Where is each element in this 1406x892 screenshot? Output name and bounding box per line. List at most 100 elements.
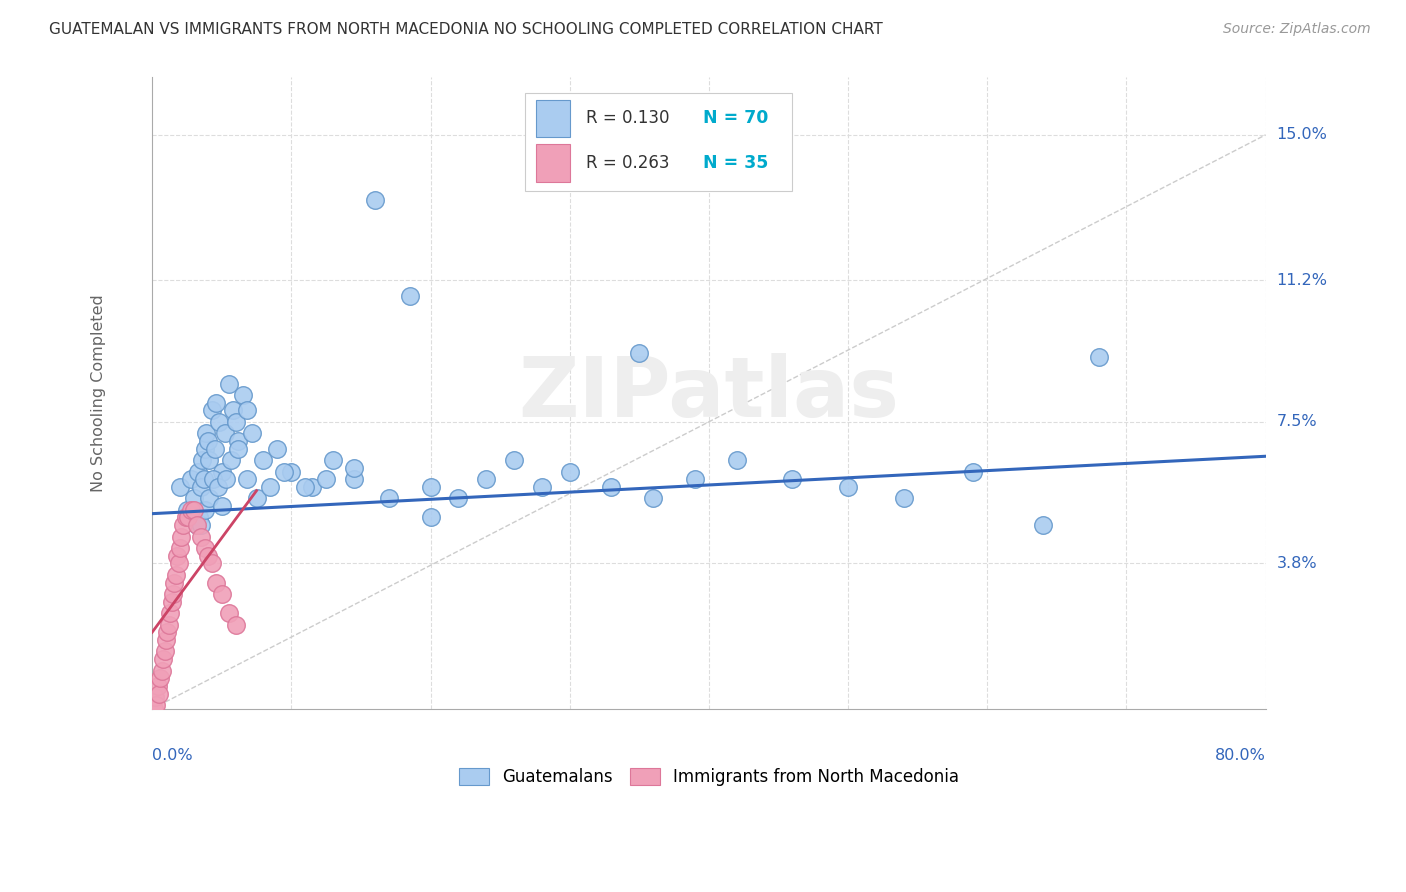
FancyBboxPatch shape: [536, 144, 569, 182]
Point: [322, 453, 344, 467]
Point: [962, 465, 984, 479]
Point: [266, 442, 288, 456]
Point: [245, 491, 267, 506]
Point: [225, 415, 247, 429]
Text: 11.2%: 11.2%: [1277, 273, 1327, 288]
Point: [170, 530, 193, 544]
Point: [222, 403, 245, 417]
Point: [475, 472, 498, 486]
Point: [398, 288, 420, 302]
Point: [183, 491, 205, 506]
Point: [150, 664, 173, 678]
Point: [259, 480, 281, 494]
Point: [193, 472, 215, 486]
Point: [218, 376, 240, 391]
Point: [163, 575, 186, 590]
Point: [172, 518, 194, 533]
Point: [530, 480, 553, 494]
Point: [218, 606, 240, 620]
Point: [205, 575, 228, 590]
Text: N = 35: N = 35: [703, 153, 769, 171]
Legend: Guatemalans, Immigrants from North Macedonia: Guatemalans, Immigrants from North Maced…: [453, 762, 966, 793]
Point: [202, 472, 225, 486]
Point: [152, 652, 174, 666]
Text: ZIPatlas: ZIPatlas: [519, 352, 900, 434]
Point: [837, 480, 859, 494]
Text: No Schooling Completed: No Schooling Completed: [91, 294, 107, 492]
Point: [600, 480, 623, 494]
Point: [198, 453, 221, 467]
Point: [197, 549, 219, 563]
Point: [187, 465, 209, 479]
Text: 15.0%: 15.0%: [1277, 128, 1327, 143]
Point: [169, 541, 191, 555]
Point: [177, 510, 200, 524]
Point: [232, 388, 254, 402]
Point: [165, 567, 187, 582]
Text: R = 0.130: R = 0.130: [586, 110, 669, 128]
Point: [159, 606, 181, 620]
Point: [628, 346, 651, 360]
Point: [315, 472, 337, 486]
Point: [215, 472, 238, 486]
Point: [180, 472, 202, 486]
Point: [419, 510, 441, 524]
Point: [236, 403, 259, 417]
Point: [186, 518, 208, 533]
Point: [214, 426, 236, 441]
Point: [364, 193, 387, 207]
Point: [157, 617, 180, 632]
Point: [294, 480, 316, 494]
Point: [188, 510, 211, 524]
Text: N = 70: N = 70: [703, 110, 769, 128]
Point: [207, 480, 229, 494]
Point: [156, 625, 179, 640]
Point: [252, 453, 274, 467]
Point: [343, 472, 366, 486]
Text: R = 0.263: R = 0.263: [586, 153, 669, 171]
Point: [142, 702, 165, 716]
Point: [194, 503, 217, 517]
Point: [146, 679, 169, 693]
Point: [683, 472, 706, 486]
Point: [1087, 350, 1109, 364]
Point: [166, 549, 188, 563]
Point: [180, 503, 202, 517]
Point: [194, 541, 217, 555]
Point: [225, 617, 247, 632]
Point: [782, 472, 804, 486]
Point: [377, 491, 399, 506]
Point: [211, 465, 233, 479]
Point: [155, 632, 177, 647]
Point: [160, 595, 183, 609]
Point: [169, 480, 191, 494]
Point: [236, 472, 259, 486]
Point: [558, 465, 581, 479]
Text: 80.0%: 80.0%: [1215, 747, 1265, 763]
Point: [194, 442, 217, 456]
Point: [1032, 518, 1054, 533]
Point: [725, 453, 748, 467]
Point: [190, 518, 212, 533]
Point: [447, 491, 470, 506]
Point: [145, 698, 167, 712]
Text: 0.0%: 0.0%: [152, 747, 193, 763]
Point: [201, 403, 224, 417]
Text: GUATEMALAN VS IMMIGRANTS FROM NORTH MACEDONIA NO SCHOOLING COMPLETED CORRELATION: GUATEMALAN VS IMMIGRANTS FROM NORTH MACE…: [49, 22, 883, 37]
Point: [148, 686, 170, 700]
Point: [162, 587, 184, 601]
Point: [198, 491, 221, 506]
Point: [167, 557, 190, 571]
Point: [201, 557, 224, 571]
Point: [197, 434, 219, 448]
Point: [195, 426, 218, 441]
FancyBboxPatch shape: [536, 100, 569, 137]
Point: [208, 415, 231, 429]
Point: [221, 453, 243, 467]
Point: [211, 499, 233, 513]
Point: [149, 671, 172, 685]
Point: [190, 530, 212, 544]
Point: [191, 453, 214, 467]
Point: [211, 587, 233, 601]
Text: 3.8%: 3.8%: [1277, 556, 1317, 571]
